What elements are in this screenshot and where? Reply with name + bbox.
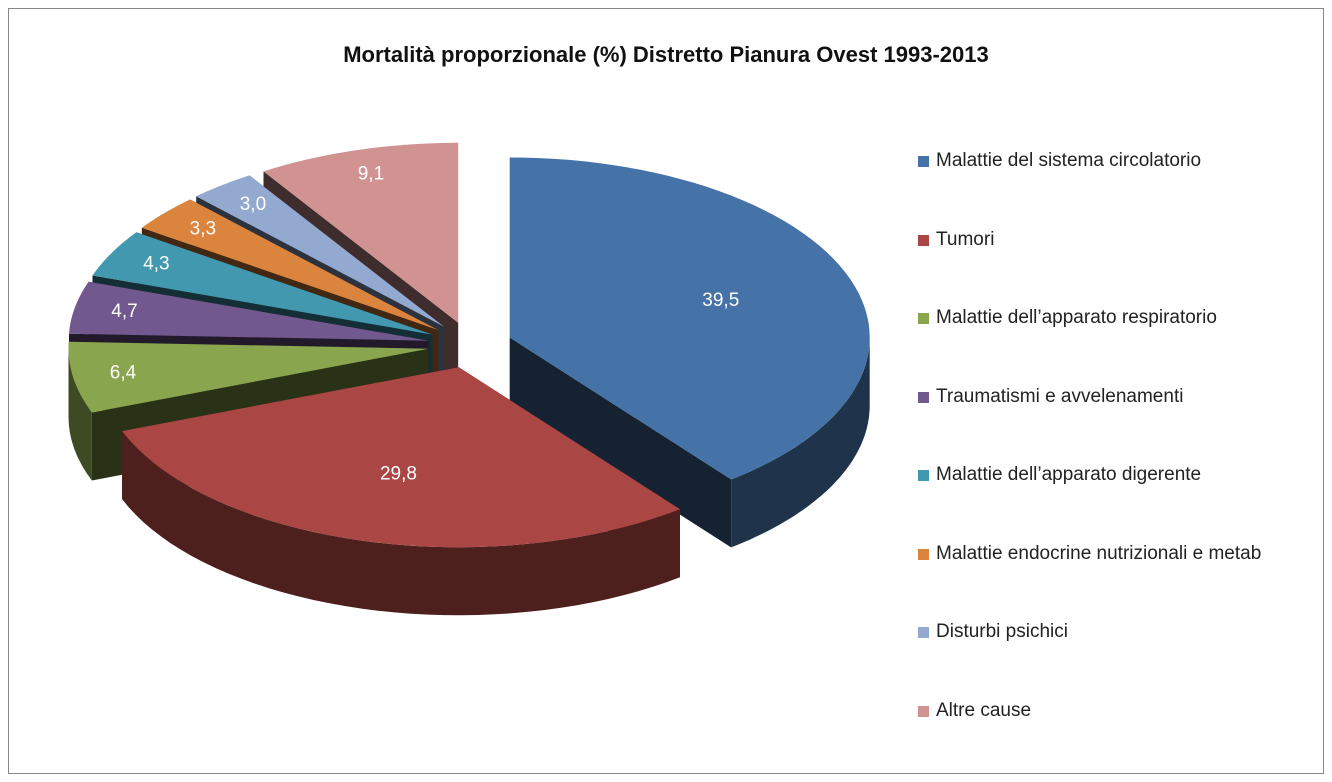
- slice: [509, 157, 870, 548]
- data-label: 6,4: [110, 363, 137, 384]
- data-label: 3,3: [190, 218, 216, 239]
- legend-label: Malattie endocrine nutrizionali e metab: [936, 542, 1262, 564]
- chart-title: Mortalità proporzionale (%) Distretto Pi…: [343, 42, 989, 67]
- legend-item: Tumori: [918, 227, 1326, 253]
- legend-label: Malattie dell’apparato respiratorio: [936, 307, 1217, 328]
- slice-side: [68, 348, 92, 481]
- slice-top: [141, 199, 439, 330]
- slice-top: [196, 175, 445, 327]
- legend-swatch: [918, 627, 929, 638]
- legend-swatch: [918, 705, 929, 717]
- data-label: 4,7: [111, 301, 137, 322]
- slice-wall: [509, 337, 732, 548]
- data-label: 9,1: [358, 163, 384, 184]
- data-label: 39,5: [702, 290, 739, 311]
- data-label: 3,0: [240, 194, 266, 215]
- legend-swatch: [918, 313, 929, 324]
- legend-label: Malattie dell’apparato digerente: [936, 464, 1202, 485]
- slice-top: [69, 281, 429, 341]
- legend-item: Altre cause: [918, 698, 1326, 724]
- slice-top: [263, 142, 459, 323]
- legend-label: Altre cause: [936, 699, 1032, 721]
- slice-top: [68, 341, 429, 413]
- legend-label: Traumatismi e avvelenamenti: [936, 385, 1184, 407]
- legend-item: Malattie del sistema circolatorio: [918, 148, 1326, 174]
- legend-swatch: [918, 391, 929, 403]
- slice-top: [509, 157, 870, 480]
- legend-item: Malattie dell’apparato digerente: [918, 462, 1326, 488]
- slice-top: [122, 367, 681, 548]
- legend-item: Malattie dell’apparato respiratorio: [918, 305, 1326, 331]
- legend-swatch: [918, 156, 929, 167]
- legend-label: Tumori: [936, 228, 995, 250]
- legend-item: Malattie endocrine nutrizionali e metab: [918, 541, 1326, 567]
- slice-side: [731, 337, 870, 548]
- legend-item: Traumatismi e avvelenamenti: [918, 384, 1326, 410]
- slice-top: [92, 232, 433, 335]
- legend-swatch: [918, 548, 929, 560]
- data-label: 29,8: [380, 464, 417, 485]
- data-label: 4,3: [143, 254, 169, 275]
- slice: [122, 367, 681, 616]
- legend-swatch: [918, 470, 929, 481]
- legend-label: Disturbi psichici: [936, 621, 1068, 642]
- slice-side: [122, 431, 681, 616]
- legend-label: Malattie del sistema circolatorio: [936, 150, 1202, 171]
- legend-item: Disturbi psichici: [918, 619, 1326, 645]
- legend-swatch: [918, 234, 929, 246]
